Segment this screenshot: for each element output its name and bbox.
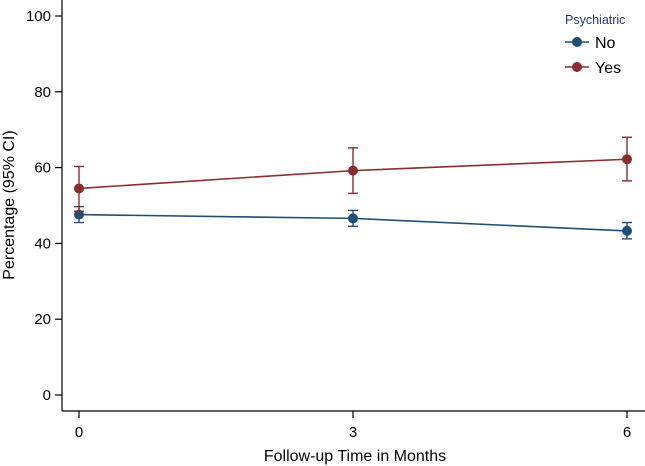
x-tick-label: 0 (75, 424, 83, 441)
legend: Psychiatric No Yes (565, 13, 625, 77)
legend-marker (572, 62, 582, 72)
series-no (74, 205, 632, 240)
legend-items: No Yes (565, 35, 621, 77)
y-axis-title: Percentage (95% CI) (1, 130, 18, 279)
legend-marker (572, 37, 582, 47)
y-tick-label: 40 (34, 235, 51, 252)
x-tick-label: 6 (623, 424, 631, 441)
data-point (74, 209, 84, 220)
data-point (348, 213, 358, 224)
y-tick-label: 0 (43, 387, 51, 404)
axes (61, 0, 645, 412)
data-point (74, 183, 84, 194)
y-tick-label: 60 (34, 160, 51, 177)
y-tick-label: 20 (34, 311, 51, 328)
y-tick-label: 100 (26, 8, 51, 25)
legend-item-yes: Yes (565, 60, 621, 77)
y-ticks: 0 20 40 60 80 100 (26, 8, 62, 404)
series-yes (74, 136, 632, 212)
x-ticks: 0 3 6 (75, 411, 631, 441)
data-point (348, 165, 358, 176)
data-point (622, 225, 632, 236)
legend-item-no: No (565, 35, 616, 52)
y-tick-label: 80 (34, 84, 51, 101)
legend-title: Psychiatric (565, 13, 625, 27)
legend-label: Yes (595, 60, 621, 77)
series-layer (74, 136, 632, 240)
x-tick-label: 3 (349, 424, 357, 441)
data-point (622, 154, 632, 165)
legend-label: No (595, 35, 616, 52)
x-axis-title: Follow-up Time in Months (264, 448, 446, 465)
